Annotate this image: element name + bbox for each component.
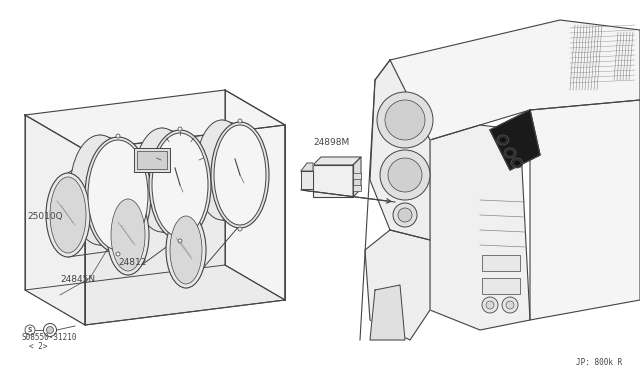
Ellipse shape (504, 148, 516, 158)
Text: JP: 800k R: JP: 800k R (576, 358, 622, 367)
Circle shape (398, 208, 412, 222)
Ellipse shape (50, 177, 86, 253)
Ellipse shape (166, 212, 206, 288)
Ellipse shape (511, 158, 523, 168)
Bar (134, 148, 170, 172)
Ellipse shape (211, 122, 269, 228)
Polygon shape (390, 20, 640, 140)
Text: 24845N: 24845N (60, 275, 95, 284)
Ellipse shape (47, 327, 54, 334)
Polygon shape (353, 157, 361, 197)
Ellipse shape (152, 133, 208, 237)
Polygon shape (85, 125, 285, 325)
Ellipse shape (44, 324, 56, 337)
Ellipse shape (196, 120, 248, 220)
Bar (313, 165, 353, 197)
Circle shape (377, 92, 433, 148)
Polygon shape (370, 60, 430, 240)
Polygon shape (313, 157, 361, 165)
Polygon shape (25, 90, 285, 150)
Circle shape (506, 301, 514, 309)
Ellipse shape (111, 199, 145, 271)
Ellipse shape (70, 135, 130, 245)
Text: S08550-31210: S08550-31210 (22, 333, 77, 342)
Polygon shape (370, 285, 405, 340)
Circle shape (380, 150, 430, 200)
Polygon shape (430, 125, 530, 330)
Ellipse shape (170, 216, 202, 284)
Ellipse shape (46, 173, 90, 257)
Ellipse shape (238, 119, 242, 123)
Text: < 2>: < 2> (29, 342, 47, 351)
Bar (353, 185, 361, 191)
Ellipse shape (88, 140, 148, 250)
Circle shape (385, 100, 425, 140)
Bar (353, 173, 361, 179)
Circle shape (486, 301, 494, 309)
Bar (160, 173, 176, 193)
Polygon shape (225, 90, 285, 300)
Text: 25010Q: 25010Q (27, 212, 63, 221)
Ellipse shape (506, 150, 513, 156)
Text: 24812: 24812 (118, 258, 147, 267)
Ellipse shape (107, 195, 149, 275)
Ellipse shape (499, 137, 506, 143)
Ellipse shape (513, 160, 520, 166)
Text: 24898M: 24898M (313, 138, 349, 147)
Bar (100, 183, 116, 203)
Ellipse shape (214, 125, 266, 225)
Ellipse shape (25, 325, 35, 335)
Ellipse shape (497, 135, 509, 145)
Circle shape (502, 297, 518, 313)
Circle shape (482, 297, 498, 313)
Ellipse shape (116, 134, 120, 138)
Bar (482, 278, 520, 294)
Circle shape (393, 203, 417, 227)
Ellipse shape (85, 137, 151, 253)
Circle shape (388, 158, 422, 192)
Polygon shape (365, 230, 430, 340)
Polygon shape (490, 110, 540, 170)
Bar (482, 255, 520, 271)
Polygon shape (530, 100, 640, 320)
Bar (137, 151, 167, 169)
Polygon shape (25, 115, 85, 325)
Ellipse shape (149, 130, 211, 240)
Ellipse shape (134, 128, 190, 232)
Ellipse shape (238, 227, 242, 231)
Ellipse shape (178, 127, 182, 131)
Ellipse shape (178, 239, 182, 243)
Text: S: S (28, 327, 32, 333)
Polygon shape (301, 163, 313, 171)
Bar (301, 171, 313, 189)
Ellipse shape (116, 252, 120, 256)
